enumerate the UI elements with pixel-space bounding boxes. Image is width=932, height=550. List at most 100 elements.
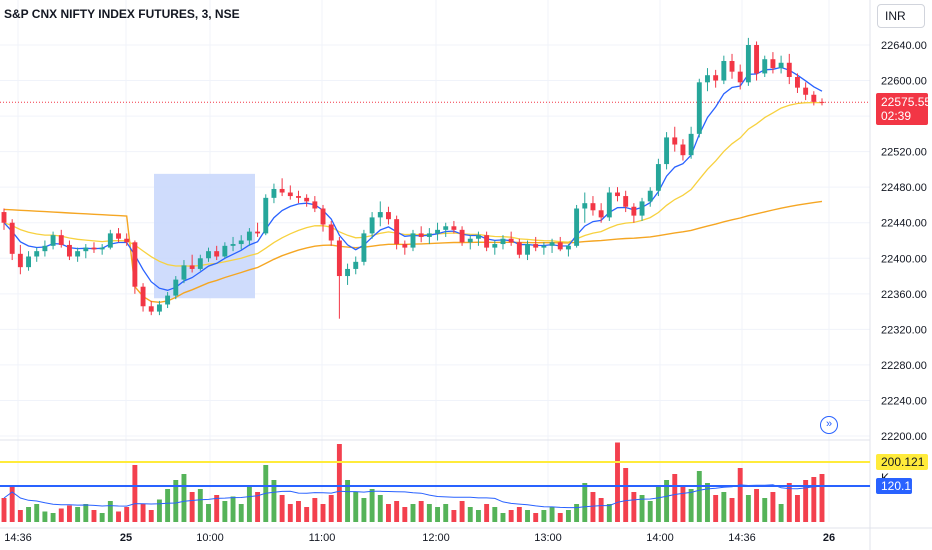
candle-body (116, 233, 121, 239)
volume-bar (124, 507, 130, 522)
volume-bar (606, 504, 612, 522)
candle-body (17, 253, 23, 268)
volume-bar (410, 504, 416, 522)
candle-body (377, 212, 383, 218)
candle-body (353, 261, 359, 269)
candle-body (287, 192, 293, 197)
candle-body (696, 82, 702, 134)
candle-body (75, 251, 81, 257)
volume-bar (557, 513, 563, 522)
volume-bar (222, 501, 228, 522)
candle-body (475, 235, 481, 239)
candle-body (770, 59, 776, 69)
candle-body (148, 306, 154, 312)
candle-body (762, 59, 768, 74)
volume-bar (189, 492, 195, 522)
candle-body (58, 235, 64, 245)
candle-body (500, 238, 506, 245)
candle-body (721, 60, 727, 81)
volume-bar (795, 495, 800, 522)
volume-bar (688, 489, 694, 522)
candle-body (606, 192, 612, 218)
double-chevron-right-icon[interactable]: » (820, 416, 838, 434)
candle-body (582, 203, 588, 209)
volume-bar (50, 513, 56, 522)
candle-body (34, 251, 40, 257)
volume-bar (541, 510, 547, 522)
volume-bar (271, 480, 277, 522)
candle-body (639, 201, 645, 216)
volume-bar (34, 504, 40, 522)
volume-bar (246, 486, 252, 522)
volume-bar (230, 496, 236, 522)
candle-body (745, 45, 751, 83)
volume-bar (116, 511, 121, 522)
volume-bar (99, 513, 105, 522)
volume-bar (304, 507, 310, 522)
candle-body (549, 242, 555, 246)
price-tick-label: 22320.00 (881, 324, 927, 336)
candle-body (132, 242, 138, 287)
time-tick-label: 25 (120, 532, 132, 544)
candle-body (214, 251, 220, 257)
time-tick-label: 10:00 (196, 532, 224, 544)
symbol-title: S&P CNX NIFTY INDEX FUTURES, 3, NSE (4, 7, 240, 21)
candle-body (91, 247, 97, 250)
volume-bar (386, 504, 391, 522)
candle-body (492, 244, 498, 248)
candle-body (271, 188, 277, 198)
candle-body (508, 238, 514, 243)
volume-bar (516, 507, 522, 522)
price-tick-label: 22440.00 (881, 218, 927, 230)
candle-body (222, 245, 228, 257)
candle-body (83, 247, 89, 252)
volume-bar (500, 513, 506, 522)
volume-bar (83, 504, 89, 522)
volume-bar (615, 442, 620, 522)
candle-countdown: 02:39 (881, 109, 912, 123)
candle-body (778, 62, 784, 69)
candle-body (1, 212, 7, 223)
volume-bar (336, 444, 342, 522)
volume-bar (525, 510, 530, 522)
candle-body (328, 224, 334, 241)
candle-body (206, 251, 211, 259)
last-price-badge: 22575.55 02:39 (876, 93, 932, 125)
candle-body (754, 45, 760, 74)
candle-body (647, 190, 653, 202)
candle-body (189, 265, 195, 269)
candle-body (574, 208, 580, 246)
candle-body (819, 101, 825, 103)
candle-body (320, 208, 326, 225)
volume-bar (418, 501, 424, 522)
volume-bar (361, 498, 367, 522)
volume-bar (287, 504, 293, 522)
volume-bar (377, 495, 383, 522)
volume-bar (140, 504, 146, 522)
candle-body (565, 245, 571, 250)
candle-body (557, 242, 563, 250)
volume-bar (819, 474, 825, 522)
candle-body (336, 240, 342, 277)
candle-body (26, 256, 31, 268)
time-tick-label: 12:00 (422, 532, 450, 544)
volume-bar (664, 480, 670, 522)
volume-bar (475, 510, 481, 522)
last-price-value: 22575.55 (881, 95, 932, 109)
volume-bar (803, 480, 809, 522)
volume-bar (598, 498, 604, 522)
candle-body (279, 188, 285, 193)
candle-body (50, 235, 56, 246)
candle-body (230, 244, 236, 246)
candle-body (124, 238, 130, 243)
volume-bar (181, 474, 187, 522)
candle-body (672, 137, 678, 145)
candle-body (655, 164, 661, 191)
candle-body (533, 244, 539, 248)
candle-body (296, 196, 301, 198)
volume-max-badge: 200.121 K (876, 453, 928, 485)
candle-body (516, 242, 522, 255)
volume-bar (1, 498, 7, 522)
currency-selector[interactable]: INR (877, 4, 925, 28)
